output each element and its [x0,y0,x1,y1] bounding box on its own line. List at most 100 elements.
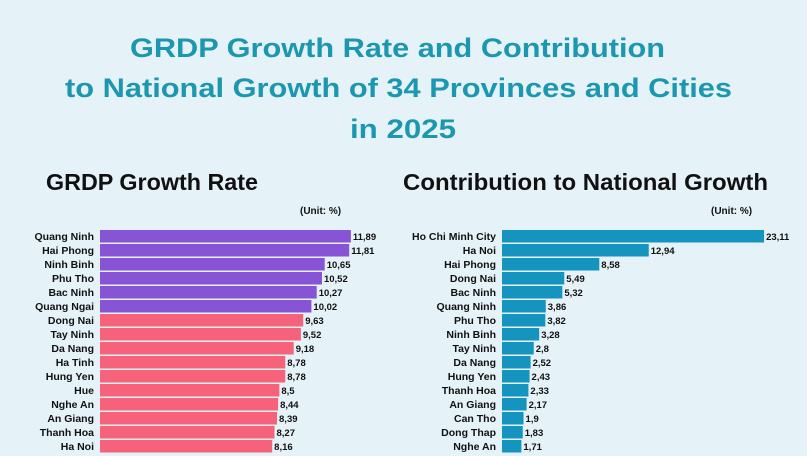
category-label: Hue [74,385,94,397]
category-label: Ha Noi [61,441,94,453]
left-chart-unit: (Unit: %) [300,206,341,217]
bar [502,258,600,271]
bar [100,342,294,355]
bar [100,272,322,285]
category-label: Nghe An [453,441,496,453]
category-label: Hai Phong [42,245,94,257]
title-line-3: in 2025 [350,114,456,144]
right-chart-title: Contribution to National Growth [403,169,768,195]
bar [502,314,546,327]
bar [100,300,312,313]
value-label: 2,33 [530,386,549,397]
bar [502,370,530,383]
bar [100,370,286,383]
bar [100,356,286,369]
bar [100,314,304,327]
value-label: 2,43 [532,372,551,383]
value-label: 3,86 [548,302,567,313]
value-label: 10,52 [324,274,348,285]
category-label: Phu Tho [454,315,496,327]
bar [100,286,317,299]
bar [502,272,565,285]
value-label: 11,81 [351,246,375,257]
value-label: 10,65 [327,260,351,271]
category-label: Hung Yen [448,371,496,383]
category-label: Da Nang [453,357,496,369]
bar [502,398,527,411]
category-label: Quang Ninh [437,301,497,313]
value-label: 10,02 [313,302,337,313]
category-label: Quang Ngai [35,301,94,313]
category-label: Tay Ninh [452,343,496,355]
bar [100,328,301,341]
category-label: An Giang [449,399,496,411]
growth-rate-chart: Quang Ninh 11,89 Hai Phong 11,81 Ninh Binh 10… [35,230,376,453]
value-label: 8,58 [601,260,620,271]
value-label: 1,83 [525,428,544,439]
category-label: Thanh Hoa [40,427,94,439]
value-label: 10,27 [319,288,343,299]
value-label: 8,27 [276,428,295,439]
value-label: 11,89 [353,232,376,243]
bar [502,342,534,355]
value-label: 8,78 [287,372,306,383]
category-label: Quang Ninh [35,231,95,243]
category-label: Nghe An [51,399,94,411]
bar [100,426,275,439]
value-label: 3,82 [547,316,566,327]
category-label: Bac Ninh [450,287,496,299]
right-chart-unit: (Unit: %) [711,206,752,217]
category-label: Da Nang [51,343,94,355]
value-label: 1,71 [523,442,542,453]
category-label: Bac Ninh [48,287,94,299]
category-label: Can Tho [454,413,496,425]
category-label: Hung Yen [46,371,94,383]
title-line-1: GRDP Growth Rate and Contribution [130,33,665,63]
category-label: Phu Tho [52,273,94,285]
category-label: Dong Nai [450,273,496,285]
value-label: 1,9 [526,414,539,425]
category-label: Dong Nai [48,315,94,327]
category-label: Ho Chi Minh City [412,231,496,243]
category-label: Ha Noi [463,245,496,257]
bar [502,384,529,397]
value-label: 9,52 [303,330,322,341]
bar [100,440,273,453]
bar [502,426,523,439]
value-label: 5,49 [566,274,585,285]
bar [100,258,325,271]
title-line-2: to National Growth of 34 Provinces and C… [65,73,732,103]
bar [100,398,279,411]
value-label: 2,52 [533,358,552,369]
bar [100,230,351,243]
value-label: 12,94 [651,246,675,257]
bar [502,300,546,313]
left-chart-title: GRDP Growth Rate [46,169,258,195]
bar [502,244,649,257]
value-label: 8,39 [279,414,298,425]
bar [100,412,278,425]
bar [502,328,540,341]
category-label: Hai Phong [444,259,496,271]
category-label: An Giang [47,413,94,425]
category-label: Tay Ninh [50,329,94,341]
bar [502,230,765,243]
category-label: Thanh Hoa [442,385,496,397]
value-label: 5,32 [564,288,583,299]
category-label: Ninh Binh [446,329,496,341]
bar [502,286,563,299]
bar [100,384,280,397]
value-label: 8,5 [281,386,295,397]
value-label: 9,18 [296,344,315,355]
value-label: 8,78 [287,358,306,369]
value-label: 8,44 [280,400,299,411]
bar [502,356,531,369]
value-label: 23,11 [766,232,790,243]
bar [100,244,350,257]
bar [502,412,524,425]
value-label: 9,63 [305,316,324,327]
category-label: Ninh Binh [44,259,94,271]
bar [502,440,522,453]
value-label: 3,28 [541,330,560,341]
